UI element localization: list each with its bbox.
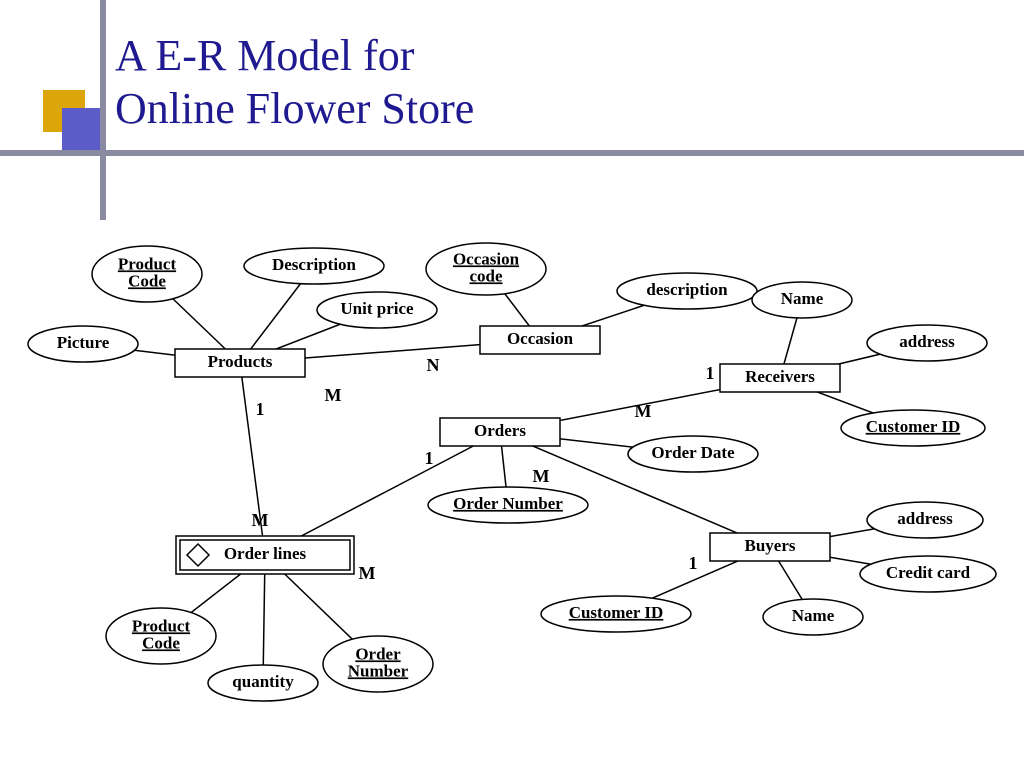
card-orders-buyers-to: 1 [689, 553, 698, 573]
svg-text:Buyers: Buyers [745, 536, 796, 555]
entity-buyers: Buyers [710, 533, 830, 561]
card-products-occasion-to: N [427, 355, 440, 375]
attribute-occ_desc: description [617, 273, 757, 309]
attribute-order_number: Order Number [428, 487, 588, 523]
card-orders-receivers-to: 1 [706, 363, 715, 383]
svg-text:address: address [897, 509, 953, 528]
svg-text:Number: Number [348, 661, 409, 680]
attribute-occasion_code: Occasioncode [426, 243, 546, 295]
svg-text:Name: Name [792, 606, 835, 625]
svg-text:Customer ID: Customer ID [866, 417, 961, 436]
svg-text:Credit card: Credit card [886, 563, 971, 582]
svg-text:quantity: quantity [232, 672, 294, 691]
svg-text:Picture: Picture [57, 333, 110, 352]
card-products-orderlines-to: M [252, 510, 269, 530]
attribute-recv_name: Name [752, 282, 852, 318]
svg-text:Code: Code [128, 271, 166, 290]
svg-text:Occasion: Occasion [507, 329, 574, 348]
attribute-unit_price: Unit price [317, 292, 437, 328]
attribute-recv_address: address [867, 325, 987, 361]
attribute-buy_custid: Customer ID [541, 596, 691, 632]
attribute-ol_quantity: quantity [208, 665, 318, 701]
attribute-ol_prodcode: ProductCode [106, 608, 216, 664]
attribute-buy_address: address [867, 502, 983, 538]
svg-text:description: description [646, 280, 728, 299]
entity-products: Products [175, 349, 305, 377]
svg-text:Customer ID: Customer ID [569, 603, 664, 622]
card-products-occasion-from: M [325, 385, 342, 405]
svg-text:Receivers: Receivers [745, 367, 815, 386]
svg-text:address: address [899, 332, 955, 351]
svg-text:Order lines: Order lines [224, 544, 307, 563]
svg-text:Name: Name [781, 289, 824, 308]
card-orders-buyers-from: M [533, 466, 550, 486]
card-orderlines-orders-from: M [359, 563, 376, 583]
card-orderlines-orders-to: 1 [425, 448, 434, 468]
svg-text:Code: Code [142, 633, 180, 652]
attribute-order_date: Order Date [628, 436, 758, 472]
attribute-picture: Picture [28, 326, 138, 362]
attribute-buy_credit: Credit card [860, 556, 996, 592]
attribute-product_code: ProductCode [92, 246, 202, 302]
svg-text:Unit price: Unit price [340, 299, 414, 318]
entity-orders: Orders [440, 418, 560, 446]
attribute-recv_custid: Customer ID [841, 410, 985, 446]
svg-text:Order Number: Order Number [453, 494, 563, 513]
attribute-description: Description [244, 248, 384, 284]
svg-text:Orders: Orders [474, 421, 526, 440]
card-products-orderlines-from: 1 [256, 399, 265, 419]
entity-occasion: Occasion [480, 326, 600, 354]
attribute-buy_name: Name [763, 599, 863, 635]
card-orders-receivers-from: M [635, 401, 652, 421]
svg-text:code: code [469, 266, 503, 285]
svg-text:Products: Products [208, 352, 273, 371]
svg-text:Description: Description [272, 255, 357, 274]
svg-text:Order Date: Order Date [651, 443, 735, 462]
attribute-ol_ordnum: OrderNumber [323, 636, 433, 692]
er-diagram: Products Occasion Orders Receivers Buyers Ord… [0, 0, 1024, 768]
entity-receivers: Receivers [720, 364, 840, 392]
